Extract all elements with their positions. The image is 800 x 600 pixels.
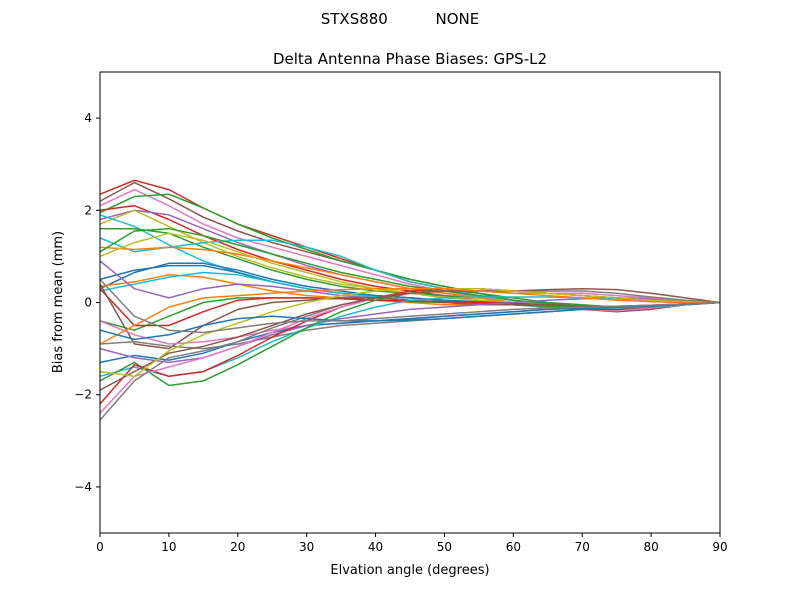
x-axis-label: Elvation angle (degrees) (330, 563, 489, 578)
x-tick-label: 0 (96, 540, 104, 554)
series-line-9 (100, 227, 721, 308)
x-tick-label: 50 (437, 540, 452, 554)
series-line-33 (99, 287, 720, 345)
series-line-35 (99, 278, 721, 334)
x-tick-label: 70 (575, 540, 590, 554)
y-axis-label: Bias from mean (mm) (51, 231, 66, 373)
x-tick-label: 10 (161, 540, 176, 554)
y-tick-label: −2 (74, 388, 92, 402)
series-line-31 (99, 287, 721, 391)
x-tick-label: 20 (230, 540, 245, 554)
y-axis-ticks: −4 −2 0 2 4 (74, 111, 100, 494)
y-tick-label: 0 (84, 296, 92, 310)
x-tick-label: 60 (506, 540, 521, 554)
x-axis-ticks: 0 10 20 30 40 50 60 70 80 90 (96, 533, 728, 554)
chart-title: Delta Antenna Phase Biases: GPS-L2 (273, 50, 547, 68)
series-line-12 (99, 227, 721, 308)
series-line-34 (99, 301, 721, 341)
x-tick-label: 80 (643, 540, 658, 554)
series-line-10 (99, 237, 721, 309)
figure-suptitle: STXS880 NONE (321, 10, 480, 28)
x-tick-label: 40 (368, 540, 383, 554)
series-line-3 (99, 188, 721, 312)
y-tick-label: 2 (84, 203, 92, 217)
y-tick-label: 4 (84, 111, 92, 125)
plot-lines (99, 179, 721, 421)
x-tick-label: 30 (299, 540, 314, 554)
y-tick-label: −4 (74, 480, 92, 494)
x-tick-label: 90 (712, 540, 727, 554)
